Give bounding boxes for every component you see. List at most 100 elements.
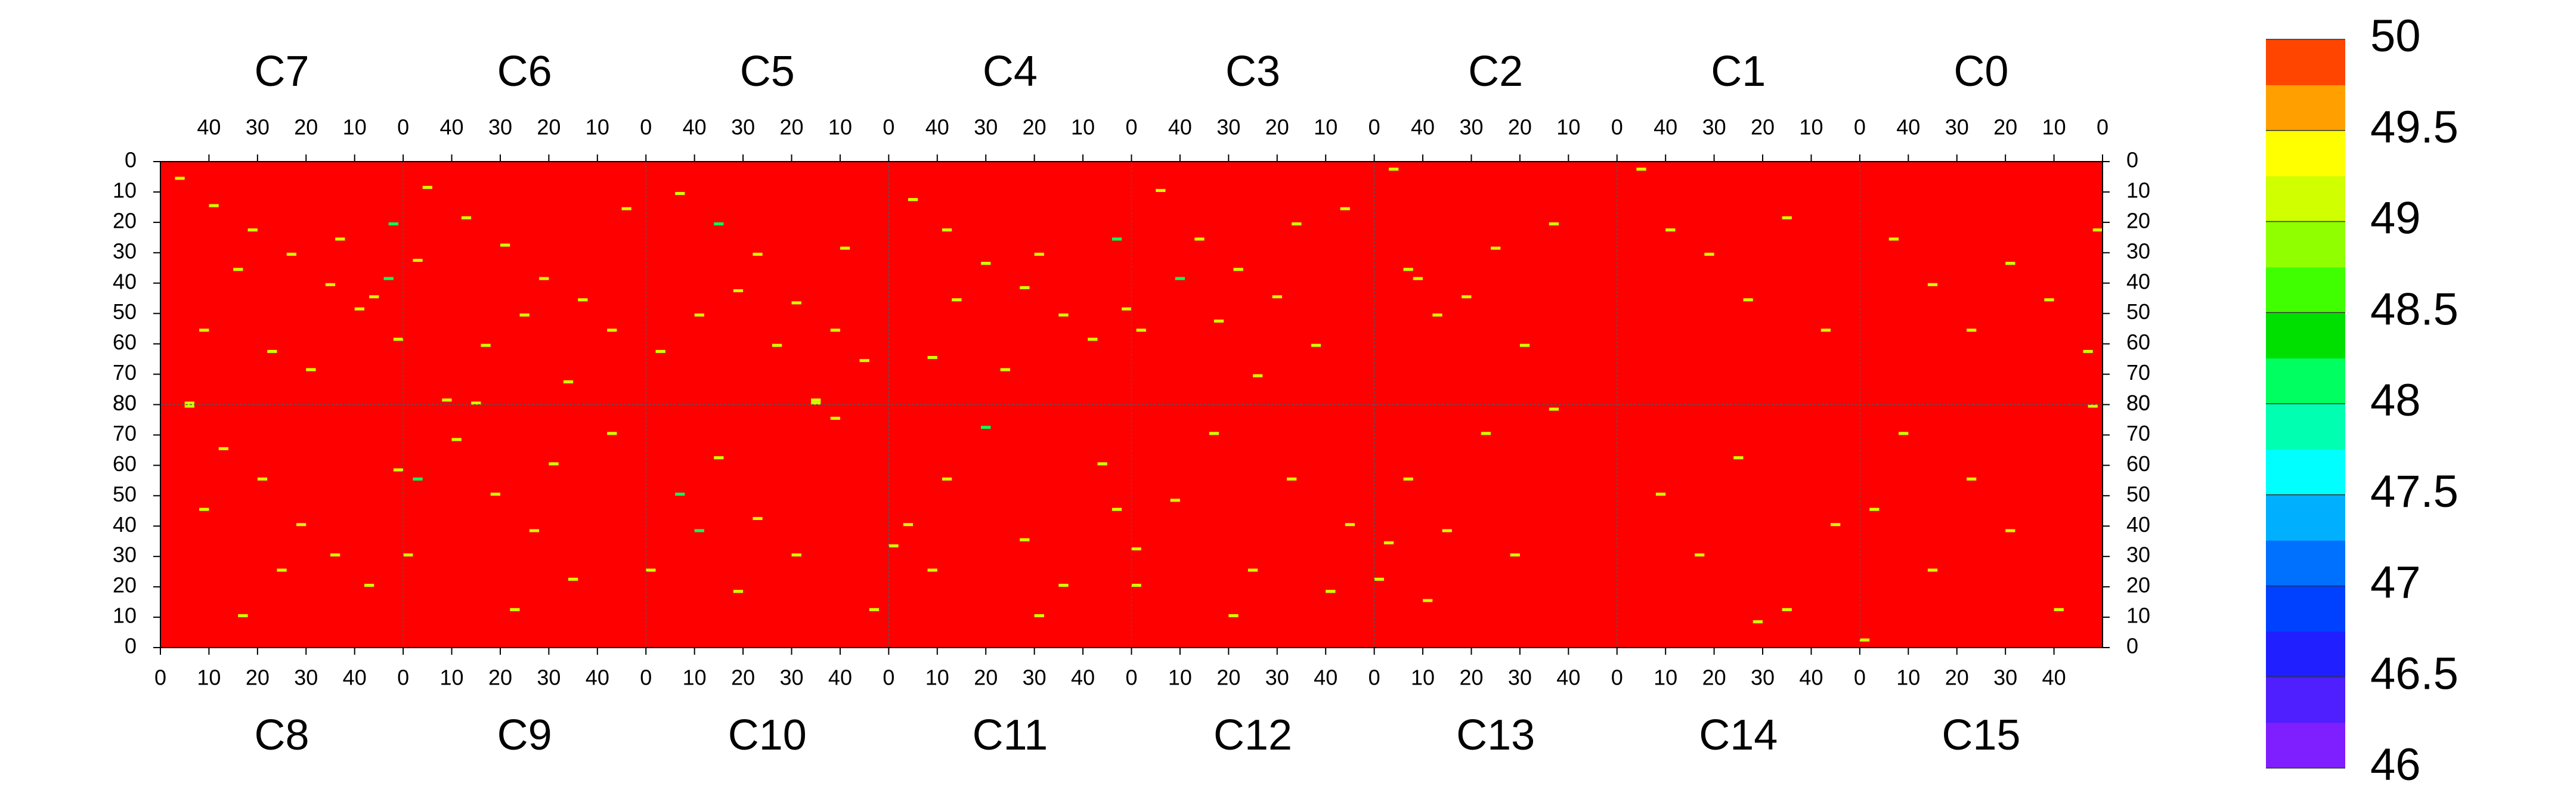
y-tick-label: 10 bbox=[2126, 603, 2150, 628]
heatmap-cell bbox=[510, 608, 520, 611]
heatmap-cell bbox=[1695, 553, 1705, 557]
heatmap-cell bbox=[442, 398, 452, 402]
colorbar-label: 47.5 bbox=[2370, 466, 2459, 517]
y-tick-label: 10 bbox=[2126, 178, 2150, 202]
heatmap-cell bbox=[694, 529, 704, 533]
heatmap-cell bbox=[1967, 329, 1977, 332]
panel-label: C8 bbox=[255, 711, 309, 759]
heatmap-cell bbox=[1413, 277, 1423, 280]
y-tick-label: 70 bbox=[2126, 421, 2150, 445]
heatmap-cell bbox=[981, 262, 991, 265]
heatmap-cell bbox=[1831, 523, 1841, 527]
x-tick-label: 0 bbox=[1125, 665, 1137, 690]
heatmap-cell bbox=[830, 416, 840, 420]
heatmap-cell bbox=[529, 529, 540, 533]
heatmap-cell bbox=[413, 259, 423, 262]
y-tick-label: 20 bbox=[113, 208, 137, 233]
colorbar-band bbox=[2266, 85, 2345, 131]
heatmap-cell bbox=[247, 228, 258, 232]
heatmap-cell bbox=[1088, 338, 1098, 341]
x-tick-label: 30 bbox=[246, 115, 270, 140]
heatmap-cell bbox=[1209, 432, 1219, 435]
y-tick-label: 30 bbox=[2126, 543, 2150, 567]
heatmap-cell bbox=[1287, 477, 1297, 481]
heatmap-cell bbox=[1442, 529, 1452, 533]
y-tick-label: 60 bbox=[2126, 330, 2150, 354]
panel-label: C6 bbox=[497, 48, 552, 95]
heatmap-cell bbox=[393, 468, 404, 472]
panel-label: C2 bbox=[1468, 48, 1523, 95]
heatmap-cell bbox=[1000, 368, 1010, 372]
heatmap-cell bbox=[2044, 298, 2054, 302]
colorbar-label: 48 bbox=[2370, 375, 2421, 426]
colorbar-label: 46.5 bbox=[2370, 648, 2459, 699]
y-tick-label: 20 bbox=[2126, 208, 2150, 233]
x-tick-label: 30 bbox=[974, 115, 998, 140]
heatmap-cell bbox=[1175, 277, 1185, 280]
heatmap-cell bbox=[199, 329, 209, 332]
heatmap-cell bbox=[413, 477, 423, 481]
heatmap-cell bbox=[840, 246, 850, 250]
heatmap-cell bbox=[451, 438, 462, 441]
x-tick-label: 0 bbox=[1125, 115, 1137, 140]
heatmap-cell bbox=[238, 614, 248, 618]
x-tick-label: 40 bbox=[1896, 115, 1920, 140]
heatmap-cell bbox=[675, 493, 685, 496]
heatmap-cell bbox=[1034, 614, 1044, 618]
x-tick-label: 10 bbox=[343, 115, 367, 140]
heatmap-cell bbox=[461, 216, 472, 219]
y-tick-label: 80 bbox=[113, 391, 137, 415]
y-tick-label: 30 bbox=[2126, 239, 2150, 263]
heatmap-cell bbox=[1374, 577, 1384, 581]
x-tick-label: 30 bbox=[1459, 115, 1483, 140]
y-tick-label: 20 bbox=[113, 573, 137, 598]
heatmap-cell bbox=[607, 432, 617, 435]
x-tick-label: 30 bbox=[780, 665, 804, 690]
x-tick-label: 20 bbox=[1216, 665, 1240, 690]
x-tick-label: 0 bbox=[883, 115, 894, 140]
heatmap-cell bbox=[403, 553, 413, 557]
x-tick-label: 40 bbox=[586, 665, 609, 690]
heatmap-cell bbox=[1034, 252, 1044, 256]
y-tick-label: 40 bbox=[2126, 269, 2150, 293]
x-tick-label: 40 bbox=[1799, 665, 1823, 690]
x-tick-label: 0 bbox=[1611, 115, 1623, 140]
colorbar-label: 49 bbox=[2370, 193, 2421, 244]
y-tick-label: 70 bbox=[113, 360, 137, 385]
y-tick-label: 70 bbox=[113, 421, 137, 445]
panel-label: C11 bbox=[973, 711, 1048, 759]
heatmap-cell bbox=[364, 584, 374, 587]
x-tick-label: 30 bbox=[731, 115, 755, 140]
heatmap-cell bbox=[811, 398, 821, 402]
heatmap-cell bbox=[1423, 599, 1433, 602]
colorbar-band bbox=[2266, 312, 2345, 359]
y-tick-label: 0 bbox=[125, 148, 137, 172]
heatmap-cell bbox=[1111, 237, 1122, 241]
x-tick-label: 40 bbox=[683, 115, 707, 140]
x-tick-label: 40 bbox=[1168, 115, 1192, 140]
heatmap-cell bbox=[1292, 222, 1302, 225]
heatmap-cell bbox=[621, 207, 631, 210]
colorbar-band bbox=[2266, 540, 2345, 586]
y-tick-label: 60 bbox=[2126, 451, 2150, 476]
colorbar-band bbox=[2266, 631, 2345, 677]
x-tick-label: 20 bbox=[974, 665, 998, 690]
x-tick-label: 30 bbox=[1993, 665, 2017, 690]
colorbar-label: 47 bbox=[2370, 558, 2421, 608]
x-tick-label: 0 bbox=[1368, 665, 1380, 690]
heatmap-cell bbox=[519, 313, 530, 317]
colorbar-band bbox=[2266, 404, 2345, 450]
x-tick-label: 10 bbox=[1799, 115, 1823, 140]
heatmap-cell bbox=[675, 191, 685, 196]
heatmap-cell bbox=[1549, 222, 1559, 225]
heatmap-cell bbox=[2054, 608, 2064, 611]
heatmap-cell bbox=[1253, 374, 1263, 377]
heatmap-cell bbox=[1927, 568, 1938, 572]
heatmap-cell bbox=[184, 401, 194, 405]
heatmap-cell bbox=[733, 590, 744, 593]
y-tick-label: 10 bbox=[113, 178, 137, 202]
heatmap-cell bbox=[175, 177, 185, 180]
panel-label: C12 bbox=[1213, 711, 1292, 759]
x-tick-label: 20 bbox=[488, 665, 512, 690]
heatmap-cell bbox=[1704, 252, 1714, 256]
